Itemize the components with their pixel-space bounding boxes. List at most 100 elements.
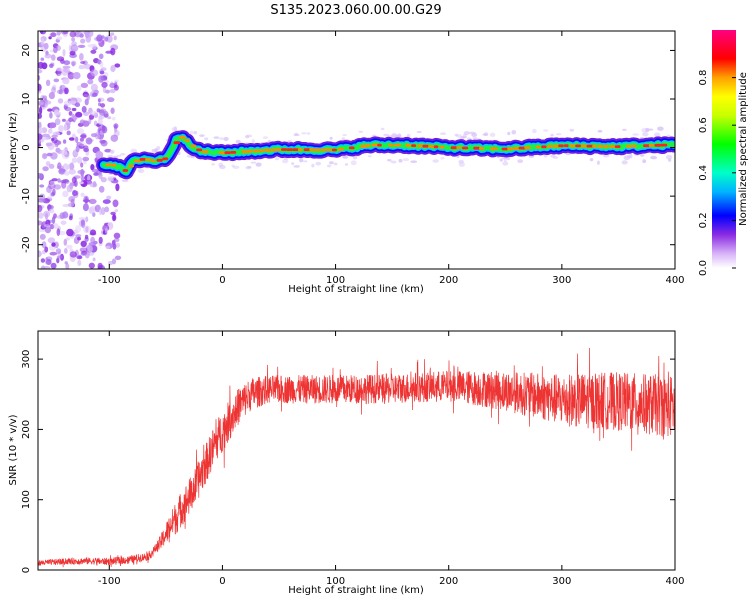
noise-speckle: [47, 128, 53, 134]
noise-speckle: [43, 224, 51, 228]
noise-speckle: [63, 60, 71, 66]
noise-speckle: [41, 241, 47, 249]
halo-speckle: [302, 160, 308, 163]
noise-speckle: [77, 44, 86, 49]
noise-speckle: [72, 229, 79, 235]
noise-speckle: [38, 127, 44, 134]
noise-speckle: [105, 245, 111, 250]
noise-speckle: [75, 234, 82, 238]
noise-speckle: [82, 156, 90, 162]
noise-speckle: [42, 136, 49, 141]
halo-speckle: [489, 132, 496, 137]
noise-speckle: [99, 109, 105, 116]
noise-speckle: [38, 250, 42, 258]
noise-speckle: [89, 232, 97, 236]
noise-speckle: [115, 242, 120, 248]
noise-speckle: [84, 196, 88, 205]
noise-speckle: [110, 134, 119, 142]
noise-speckles: [38, 31, 122, 269]
snr-frame: [37, 330, 676, 571]
halo-speckle: [517, 159, 524, 164]
noise-speckle: [45, 79, 51, 87]
noise-speckle: [62, 179, 69, 183]
halo-speckle: [602, 154, 610, 158]
noise-speckle: [72, 116, 78, 121]
noise-speckle: [44, 53, 52, 59]
halo-speckle: [468, 131, 476, 135]
noise-speckle: [98, 53, 104, 60]
halo-speckle: [645, 127, 650, 133]
noise-speckle: [49, 63, 54, 68]
noise-speckle: [114, 209, 119, 213]
noise-speckle: [83, 225, 91, 234]
noise-speckle: [64, 261, 68, 265]
halo-speckle: [383, 133, 390, 137]
x-tick-label: 400: [665, 576, 684, 587]
noise-speckle: [51, 54, 56, 61]
noise-speckle: [48, 163, 55, 169]
halo-speckle: [665, 154, 673, 160]
noise-speckle: [58, 125, 64, 133]
halo-speckle: [329, 136, 333, 140]
noise-speckle: [114, 255, 122, 260]
x-tick-label: 400: [665, 275, 684, 286]
noise-speckle: [112, 199, 119, 208]
x-tick-label: 300: [552, 576, 571, 587]
noise-speckle: [92, 257, 96, 262]
halo-speckle: [231, 164, 235, 168]
noise-speckle: [85, 35, 92, 43]
noise-speckle: [80, 220, 86, 228]
x-tick-label: 200: [439, 576, 458, 587]
noise-speckle: [41, 62, 48, 70]
halo-speckle: [440, 157, 445, 160]
noise-speckle: [65, 237, 71, 241]
halo-speckle: [189, 130, 194, 135]
noise-speckle: [63, 238, 68, 246]
halo-speckle: [668, 158, 672, 162]
noise-speckle: [80, 61, 86, 64]
noise-speckle: [100, 139, 108, 147]
noise-speckle: [71, 176, 77, 184]
halo-speckle: [293, 133, 300, 137]
halo-speckle: [391, 133, 398, 139]
noise-speckle: [49, 112, 53, 119]
halo-speckle: [622, 128, 627, 131]
halo-speckle: [344, 163, 349, 166]
noise-speckle: [110, 65, 116, 72]
noise-speckle: [83, 147, 89, 153]
halo-speckle: [341, 137, 346, 141]
noise-speckle: [97, 123, 104, 129]
noise-speckle: [60, 149, 68, 156]
snr-panel: -100 0 100 200 300 400 0 100 200 300 Height of st…: [8, 330, 685, 596]
halo-speckle: [329, 161, 334, 165]
noise-speckle: [78, 217, 86, 221]
halo-speckle: [642, 132, 649, 137]
noise-speckle: [109, 149, 115, 154]
noise-speckle: [109, 88, 116, 94]
noise-speckle: [87, 79, 94, 85]
noise-speckle: [80, 82, 89, 88]
halo-speckle: [232, 165, 240, 169]
noise-speckle: [38, 212, 44, 219]
noise-speckle: [81, 106, 87, 113]
halo-speckle: [235, 139, 241, 144]
halo-speckle: [333, 162, 338, 166]
noise-speckle: [74, 102, 81, 107]
noise-speckle: [79, 181, 84, 185]
halo-speckle: [342, 155, 349, 159]
snr-series-line: [38, 347, 675, 568]
halo-speckle: [151, 148, 158, 153]
noise-speckle: [56, 257, 60, 264]
noise-speckle: [75, 111, 83, 118]
x-tick-label: 0: [219, 275, 225, 286]
noise-speckle: [90, 110, 97, 116]
halo-speckle: [463, 131, 470, 136]
noise-speckle: [61, 118, 66, 122]
snr-ticks: -100 0 100 200 300 400 0 100 200 300: [21, 331, 685, 587]
noise-speckle: [90, 69, 99, 77]
noise-speckle: [51, 86, 56, 94]
noise-speckle: [50, 32, 57, 38]
colorbar-gradient: [712, 30, 736, 268]
noise-speckle: [96, 34, 103, 42]
